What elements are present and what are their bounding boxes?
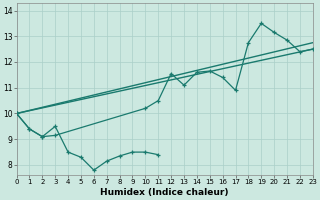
X-axis label: Humidex (Indice chaleur): Humidex (Indice chaleur) bbox=[100, 188, 229, 197]
